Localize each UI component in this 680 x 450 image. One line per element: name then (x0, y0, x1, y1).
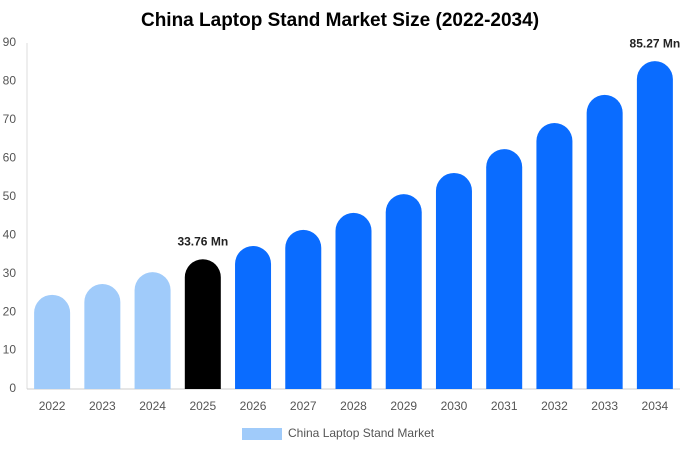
value-label: 85.27 Mn (630, 36, 680, 50)
x-tick-label: 2031 (491, 399, 518, 413)
y-tick-label: 70 (3, 112, 17, 126)
bar (385, 194, 422, 389)
y-tick-label: 30 (3, 266, 17, 280)
x-tick-label: 2022 (39, 399, 66, 413)
bar (586, 94, 623, 389)
legend-label: China Laptop Stand Market (288, 426, 435, 440)
x-tick-label: 2033 (591, 399, 618, 413)
bar (134, 272, 171, 389)
x-tick-label: 2023 (89, 399, 116, 413)
bar (285, 229, 322, 389)
y-tick-label: 80 (3, 74, 17, 88)
x-tick-label: 2026 (240, 399, 267, 413)
bar (84, 284, 121, 389)
y-tick-label: 50 (3, 189, 17, 203)
bar (435, 172, 472, 389)
x-tick-label: 2027 (290, 399, 317, 413)
bar (636, 61, 673, 390)
y-tick-label: 60 (3, 151, 17, 165)
bar (335, 212, 372, 389)
bar (486, 149, 523, 389)
x-tick-label: 2024 (139, 399, 166, 413)
x-tick-label: 2034 (642, 399, 669, 413)
y-tick-label: 90 (3, 35, 17, 49)
y-tick-label: 10 (3, 343, 17, 357)
bar (536, 122, 573, 390)
bar (235, 246, 272, 389)
x-tick-label: 2029 (390, 399, 417, 413)
x-tick-label: 2025 (189, 399, 216, 413)
y-tick-label: 40 (3, 227, 17, 241)
chart-title: China Laptop Stand Market Size (2022-203… (141, 10, 539, 31)
x-tick-label: 2032 (541, 399, 568, 413)
bar (184, 259, 221, 389)
bar (34, 294, 71, 389)
x-tick-label: 2030 (441, 399, 468, 413)
legend-swatch (242, 428, 282, 440)
value-label: 33.76 Mn (177, 234, 228, 248)
y-tick-label: 20 (3, 304, 17, 318)
y-tick-label: 0 (9, 381, 16, 395)
x-tick-label: 2028 (340, 399, 367, 413)
